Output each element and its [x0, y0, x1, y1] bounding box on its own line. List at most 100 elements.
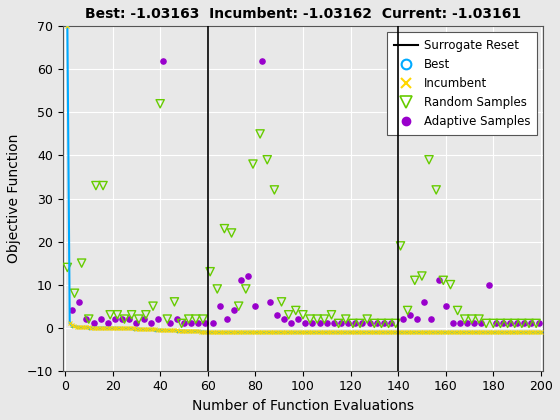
Random Samples: [348, 320, 357, 327]
Adaptive Samples: [179, 320, 188, 327]
Line: Incumbent: Incumbent: [66, 24, 543, 334]
Random Samples: [99, 182, 108, 189]
Adaptive Samples: [139, 316, 148, 323]
Random Samples: [85, 316, 94, 323]
Random Samples: [341, 316, 350, 323]
Adaptive Samples: [293, 316, 302, 323]
Random Samples: [396, 242, 405, 249]
Best: [207, 330, 213, 335]
Random Samples: [446, 281, 455, 288]
Random Samples: [255, 131, 264, 137]
Random Samples: [474, 316, 483, 323]
Random Samples: [363, 316, 372, 323]
Adaptive Samples: [287, 320, 296, 327]
Adaptive Samples: [158, 58, 167, 64]
Random Samples: [391, 320, 400, 327]
Adaptive Samples: [125, 316, 134, 323]
Adaptive Samples: [405, 312, 414, 318]
Adaptive Samples: [365, 320, 374, 327]
Adaptive Samples: [230, 307, 239, 314]
Random Samples: [370, 320, 379, 327]
Adaptive Samples: [455, 320, 464, 327]
Adaptive Samples: [222, 316, 231, 323]
Adaptive Samples: [477, 320, 486, 327]
Incumbent: [500, 330, 506, 335]
Adaptive Samples: [68, 307, 77, 314]
Adaptive Samples: [386, 320, 395, 327]
Random Samples: [63, 264, 72, 271]
Random Samples: [177, 320, 186, 327]
Incumbent: [152, 327, 158, 332]
Adaptive Samples: [358, 320, 367, 327]
Adaptive Samples: [194, 320, 203, 327]
Random Samples: [213, 286, 222, 292]
Adaptive Samples: [351, 320, 360, 327]
Random Samples: [312, 316, 321, 323]
Random Samples: [241, 286, 250, 292]
Adaptive Samples: [89, 320, 98, 327]
Adaptive Samples: [398, 316, 407, 323]
Adaptive Samples: [427, 316, 436, 323]
Adaptive Samples: [146, 320, 155, 327]
Line: Best: Best: [66, 25, 542, 333]
Random Samples: [482, 320, 491, 327]
Random Samples: [496, 320, 505, 327]
Random Samples: [263, 156, 272, 163]
Random Samples: [284, 312, 293, 318]
Adaptive Samples: [279, 316, 288, 323]
Random Samples: [503, 320, 512, 327]
Adaptive Samples: [527, 320, 536, 327]
Adaptive Samples: [272, 312, 281, 318]
Adaptive Samples: [186, 320, 195, 327]
Random Samples: [127, 312, 136, 318]
Random Samples: [70, 290, 79, 297]
Best: [92, 325, 99, 330]
Random Samples: [453, 307, 462, 314]
Adaptive Samples: [82, 316, 91, 323]
Adaptive Samples: [315, 320, 324, 327]
Random Samples: [120, 316, 129, 323]
Y-axis label: Objective Function: Objective Function: [7, 134, 21, 263]
Adaptive Samples: [132, 320, 141, 327]
Random Samples: [525, 320, 534, 327]
Best: [190, 329, 197, 334]
Adaptive Samples: [208, 320, 217, 327]
Legend: Surrogate Reset, Best, Incumbent, Random Samples, Adaptive Samples: Surrogate Reset, Best, Incumbent, Random…: [387, 32, 538, 135]
X-axis label: Number of Function Evaluations: Number of Function Evaluations: [192, 399, 414, 413]
Random Samples: [298, 312, 307, 318]
Random Samples: [277, 299, 286, 305]
Random Samples: [439, 277, 448, 284]
Adaptive Samples: [534, 320, 543, 327]
Random Samples: [163, 316, 172, 323]
Random Samples: [306, 316, 315, 323]
Adaptive Samples: [118, 316, 127, 323]
Adaptive Samples: [110, 316, 119, 323]
Best: [152, 327, 158, 332]
Adaptive Samples: [301, 320, 310, 327]
Adaptive Samples: [491, 320, 500, 327]
Best: [83, 325, 90, 330]
Adaptive Samples: [265, 299, 274, 305]
Random Samples: [77, 260, 86, 266]
Adaptive Samples: [520, 320, 529, 327]
Adaptive Samples: [258, 58, 267, 64]
Random Samples: [106, 312, 115, 318]
Adaptive Samples: [470, 320, 479, 327]
Random Samples: [234, 303, 243, 310]
Title: Best: -1.03163  Incumbent: -1.03162  Current: -1.03161: Best: -1.03163 Incumbent: -1.03162 Curre…: [85, 7, 521, 21]
Incumbent: [92, 325, 99, 330]
Random Samples: [410, 277, 419, 284]
Incumbent: [190, 329, 197, 334]
Random Samples: [327, 312, 336, 318]
Random Samples: [510, 320, 519, 327]
Adaptive Samples: [215, 303, 224, 310]
Adaptive Samples: [449, 320, 458, 327]
Adaptive Samples: [484, 281, 493, 288]
Adaptive Samples: [244, 273, 253, 279]
Adaptive Samples: [506, 320, 515, 327]
Adaptive Samples: [172, 316, 181, 323]
Random Samples: [270, 186, 279, 193]
Random Samples: [198, 316, 207, 323]
Incumbent: [64, 24, 71, 29]
Random Samples: [417, 273, 426, 279]
